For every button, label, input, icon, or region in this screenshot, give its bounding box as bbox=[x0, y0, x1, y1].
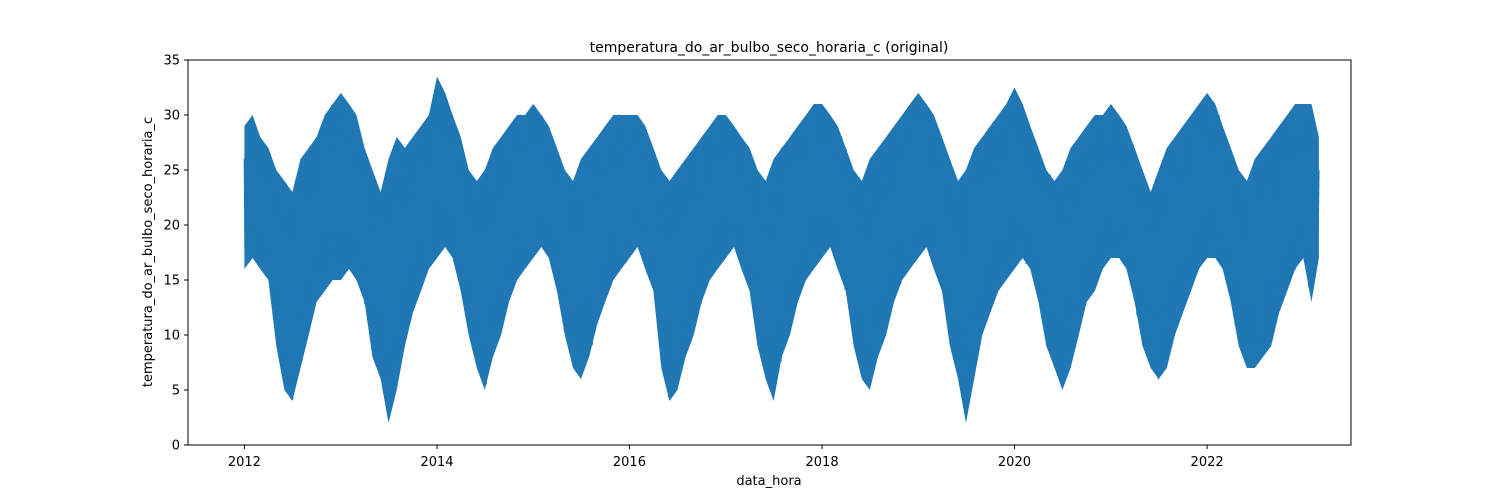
series-layer bbox=[243, 76, 1320, 423]
x-tick-label: 2022 bbox=[1191, 455, 1224, 470]
y-tick-label: 35 bbox=[163, 54, 180, 69]
x-tick-label: 2016 bbox=[613, 455, 646, 470]
chart-title: temperatura_do_ar_bulbo_seco_horaria_c (… bbox=[590, 40, 949, 56]
y-tick-label: 20 bbox=[163, 219, 180, 234]
x-axis: 2012 2014 2016 2018 2020 2022 bbox=[228, 445, 1224, 470]
x-tick-label: 2014 bbox=[420, 455, 453, 470]
x-tick-label: 2020 bbox=[998, 455, 1031, 470]
plot-frame bbox=[187, 59, 1352, 446]
y-tick-label: 10 bbox=[163, 329, 180, 344]
y-axis-label: temperatura_do_ar_bulbo_seco_horaria_c bbox=[141, 117, 156, 387]
x-tick-label: 2012 bbox=[228, 455, 261, 470]
y-tick-label: 0 bbox=[172, 439, 180, 454]
series-line bbox=[243, 97, 1320, 412]
y-axis: 0 5 10 15 20 25 30 35 bbox=[163, 54, 188, 454]
x-axis-label: data_hora bbox=[736, 474, 801, 489]
x-tick-label: 2018 bbox=[806, 455, 839, 470]
y-tick-label: 5 bbox=[172, 384, 180, 399]
y-tick-label: 25 bbox=[163, 164, 180, 179]
y-tick-label: 30 bbox=[163, 109, 180, 124]
y-tick-label: 15 bbox=[163, 274, 180, 289]
